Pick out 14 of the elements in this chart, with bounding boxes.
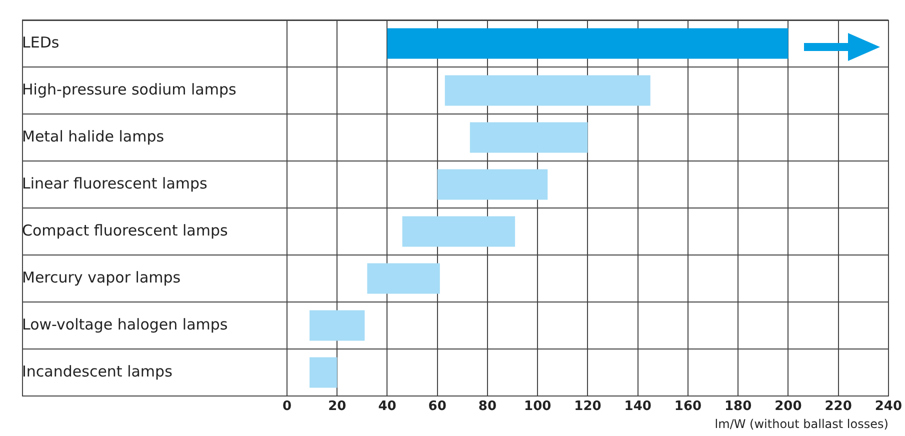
x-tick-label: 180: [724, 399, 752, 414]
x-tick-label: 140: [624, 399, 652, 414]
x-tick-label: 160: [674, 399, 702, 414]
x-axis-title: lm/W (without ballast losses): [714, 416, 888, 431]
x-tick-label: 100: [524, 399, 552, 414]
x-tick-label: 40: [378, 399, 396, 414]
x-tick-label: 220: [824, 399, 852, 414]
x-tick-label: 0: [282, 399, 292, 414]
x-tick-label: 20: [328, 399, 346, 414]
x-tick-label: 240: [874, 399, 902, 414]
x-tick-label: 60: [428, 399, 446, 414]
x-tick-label: 120: [574, 399, 602, 414]
x-tick-label: 200: [774, 399, 802, 414]
x-tick-label: 80: [478, 399, 497, 414]
